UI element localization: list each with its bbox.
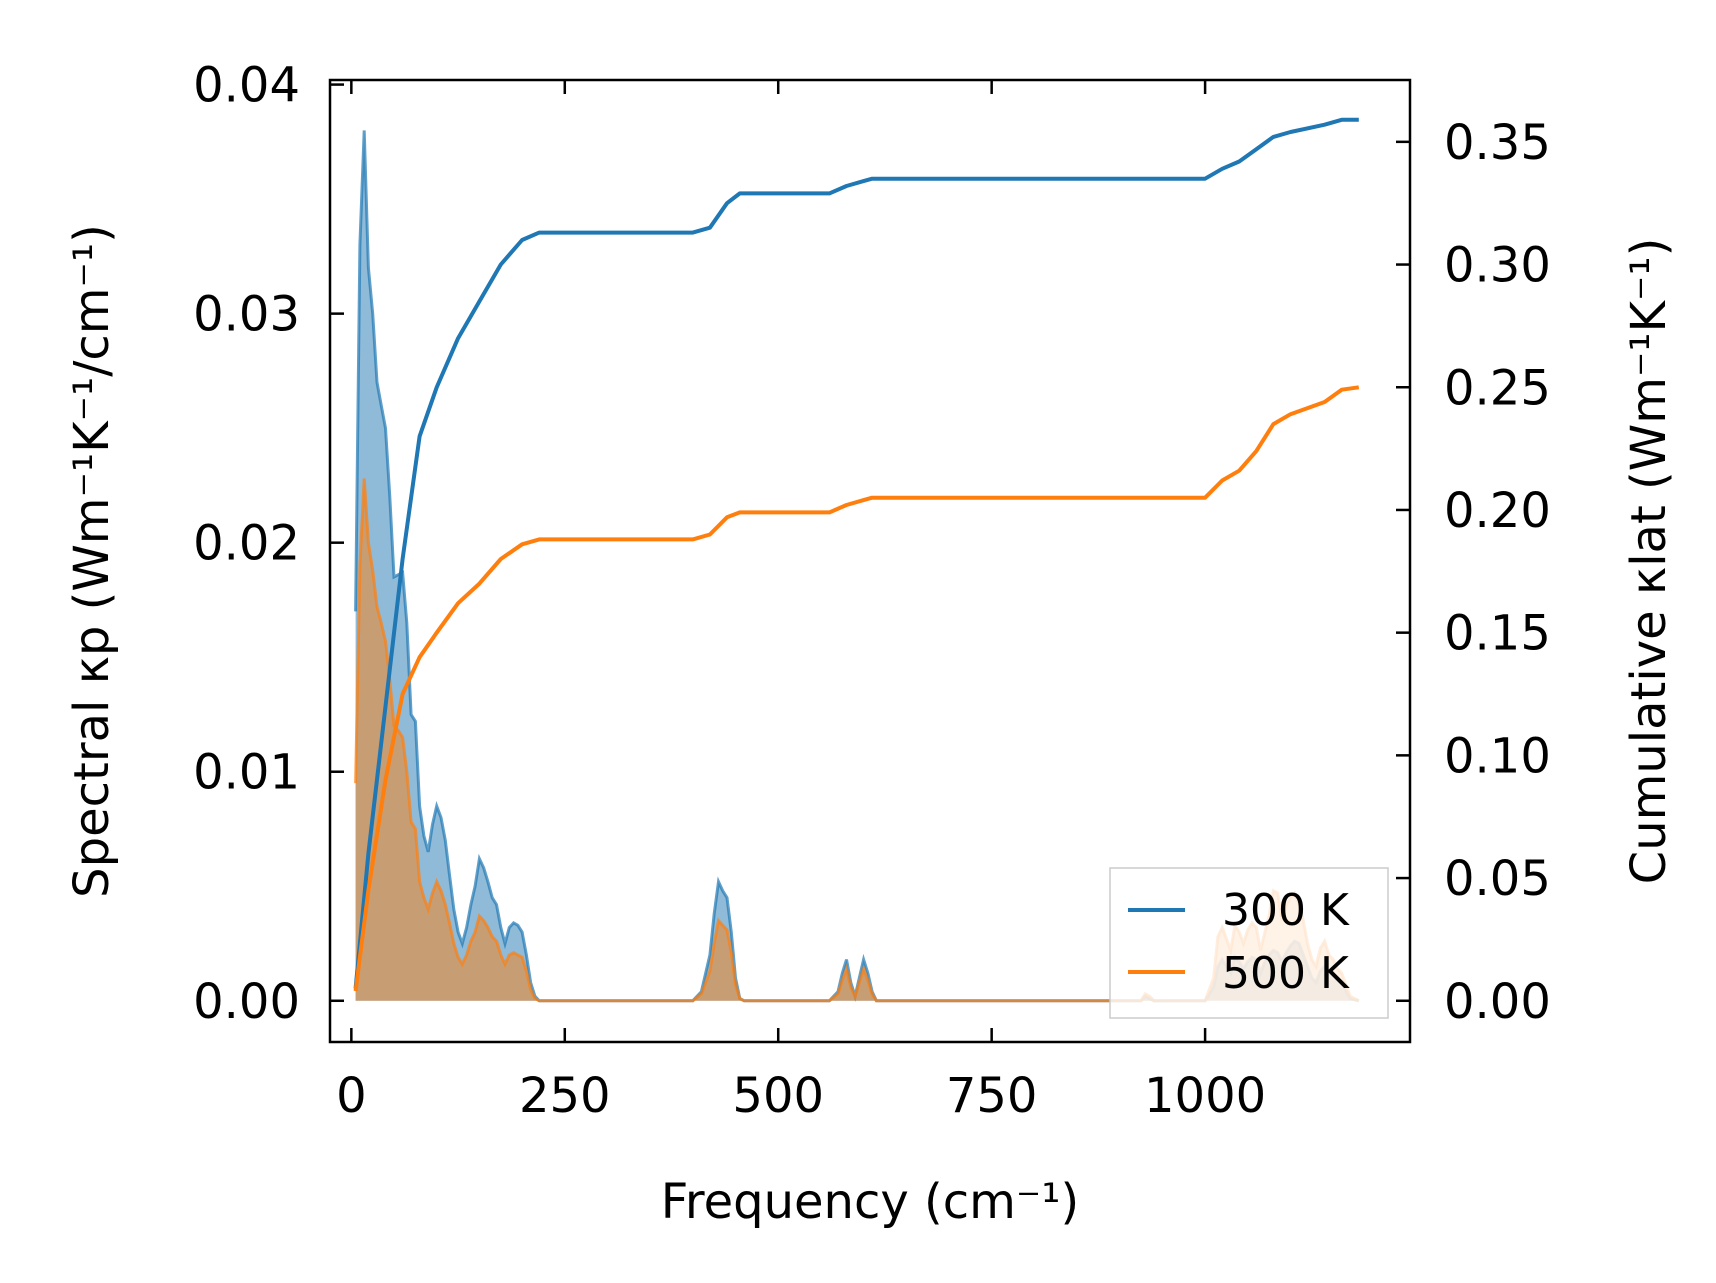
y-right-tick-label: 0.25	[1444, 360, 1551, 416]
y-left-tick-label: 0.00	[193, 974, 300, 1030]
y-right-tick-label: 0.00	[1444, 974, 1551, 1030]
y-axis-left: 0.00 0.01 0.02 0.03 0.04	[193, 58, 344, 1030]
plot-frame	[328, 78, 1412, 1044]
y-right-tick-label: 0.10	[1444, 728, 1551, 784]
cumulative-line-300k	[353, 117, 1359, 989]
y-right-tick-label: 0.20	[1444, 483, 1551, 539]
x-axis-title: Frequency (cm⁻¹)	[661, 1174, 1079, 1230]
x-axis: 0 250 500 750 1000	[336, 80, 1266, 1124]
y-right-tick-label: 0.30	[1444, 238, 1551, 294]
x-tick-label: 500	[732, 1068, 824, 1124]
y-left-tick-label: 0.02	[193, 516, 300, 572]
y-right-tick-label: 0.35	[1444, 115, 1551, 171]
y-axis-right-title: Cumulative κlat (Wm⁻¹K⁻¹)	[1621, 238, 1677, 885]
y-right-tick-label: 0.15	[1444, 606, 1551, 662]
y-left-tick-label: 0.04	[193, 58, 300, 114]
cumulative-line-500k	[353, 385, 1360, 992]
x-tick-label: 750	[946, 1068, 1038, 1124]
y-left-tick-label: 0.03	[193, 287, 300, 343]
legend: 300 K 500 K	[1109, 867, 1389, 1019]
y-axis-right: 0.00 0.05 0.10 0.15 0.20 0.25 0.30 0.35	[1396, 115, 1551, 1030]
y-right-tick-label: 0.05	[1444, 851, 1551, 907]
series-lines	[353, 117, 1360, 992]
legend-label-500k: 500 K	[1222, 948, 1350, 999]
x-tick-label: 0	[336, 1068, 367, 1124]
y-axis-left-title: Spectral κp (Wm⁻¹K⁻¹/cm⁻¹)	[64, 224, 120, 898]
legend-label-300k: 300 K	[1222, 885, 1350, 936]
x-tick-label: 250	[519, 1068, 611, 1124]
y-left-tick-label: 0.01	[193, 745, 300, 801]
legend-box	[1109, 867, 1389, 1019]
x-tick-label: 1000	[1144, 1068, 1266, 1124]
